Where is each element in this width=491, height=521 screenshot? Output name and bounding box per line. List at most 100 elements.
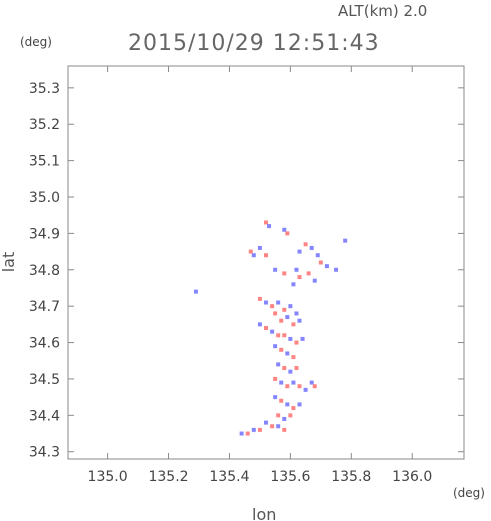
- data-point: [318, 260, 323, 265]
- y-tick-label: 35.0: [29, 190, 60, 206]
- y-tick-label: 34.5: [29, 372, 60, 388]
- data-point: [257, 427, 262, 432]
- data-point: [282, 366, 287, 371]
- data-point: [315, 253, 320, 258]
- data-point: [245, 431, 250, 436]
- data-point: [264, 220, 268, 225]
- data-point: [285, 315, 290, 320]
- ticks-layer: 135.0 135.2 135.4 135.6 135.8 136.0 34.3 34.4 34…: [29, 66, 464, 485]
- y-tick-label: 34.6: [29, 336, 60, 352]
- data-point: [309, 380, 314, 385]
- y-tick-label: 34.4: [29, 408, 60, 424]
- data-point: [267, 224, 272, 229]
- data-point: [239, 431, 244, 436]
- y-tick-label: 35.1: [29, 154, 60, 170]
- data-point: [312, 384, 317, 389]
- y-tick-label: 35.3: [29, 81, 60, 97]
- y-tick-label: 34.8: [29, 263, 60, 279]
- data-point: [193, 289, 198, 294]
- chart-title: 2015/10/29 12:51:43: [128, 31, 380, 56]
- data-point: [309, 245, 314, 250]
- y-tick-label: 34.3: [29, 445, 60, 461]
- points-layer: [193, 220, 348, 436]
- y-axis-label: lat: [0, 252, 18, 273]
- y-tick-label: 34.7: [29, 299, 60, 315]
- data-point: [273, 311, 278, 316]
- data-point: [279, 398, 284, 403]
- data-point: [291, 282, 296, 287]
- x-tick-label: 135.2: [148, 469, 188, 485]
- data-point: [276, 362, 281, 367]
- data-point: [285, 351, 290, 356]
- data-point: [282, 307, 287, 312]
- data-point: [291, 380, 296, 385]
- x-tick-label: 135.8: [331, 469, 371, 485]
- data-point: [276, 300, 281, 305]
- data-point: [288, 336, 293, 341]
- data-point: [279, 318, 284, 323]
- data-point: [343, 238, 348, 243]
- data-point: [285, 384, 290, 389]
- data-point: [251, 427, 256, 432]
- data-point: [257, 245, 262, 250]
- data-point: [291, 355, 296, 360]
- data-point: [334, 267, 339, 272]
- x-tick-label: 135.4: [209, 469, 249, 485]
- data-point: [282, 416, 287, 421]
- data-point: [270, 424, 275, 429]
- data-point: [279, 380, 284, 385]
- data-point: [273, 376, 278, 381]
- data-point: [303, 387, 308, 392]
- data-point: [282, 271, 287, 276]
- data-point: [300, 336, 305, 341]
- data-point: [312, 278, 317, 283]
- data-point: [276, 413, 281, 418]
- data-point: [279, 347, 284, 352]
- data-point: [273, 344, 278, 349]
- data-point: [273, 395, 278, 400]
- data-point: [257, 296, 262, 301]
- data-point: [276, 333, 281, 338]
- data-point: [297, 384, 302, 389]
- x-tick-label: 135.0: [88, 469, 128, 485]
- data-point: [282, 333, 287, 338]
- data-point: [291, 406, 296, 411]
- data-point: [270, 329, 275, 334]
- data-point: [251, 253, 256, 258]
- data-point: [285, 402, 290, 407]
- data-point: [297, 249, 302, 254]
- data-point: [297, 275, 302, 280]
- y-tick-label: 34.9: [29, 226, 60, 242]
- data-point: [294, 340, 299, 345]
- data-point: [264, 253, 268, 258]
- x-unit-label: (deg): [453, 486, 485, 500]
- data-point: [270, 304, 275, 309]
- data-point: [294, 366, 299, 371]
- data-point: [248, 249, 253, 254]
- data-point: [264, 420, 268, 425]
- chart-subtitle: ALT(km) 2.0: [338, 2, 427, 20]
- data-point: [288, 369, 293, 374]
- data-point: [297, 402, 302, 407]
- data-point: [306, 271, 311, 276]
- plot-frame: [67, 65, 465, 460]
- y-tick-label: 35.2: [29, 117, 60, 133]
- data-point: [276, 424, 281, 429]
- data-point: [257, 322, 262, 327]
- data-point: [288, 413, 293, 418]
- data-point: [294, 311, 299, 316]
- data-point: [273, 267, 278, 272]
- data-point: [282, 227, 287, 232]
- x-axis-label: lon: [252, 505, 276, 521]
- data-point: [297, 318, 302, 323]
- data-point: [291, 322, 296, 327]
- y-unit-label: (deg): [20, 35, 52, 49]
- data-point: [282, 427, 287, 432]
- data-point: [264, 300, 268, 305]
- x-tick-label: 135.6: [270, 469, 310, 485]
- data-point: [288, 304, 293, 309]
- data-point: [285, 231, 290, 236]
- data-point: [294, 267, 299, 272]
- x-tick-label: 136.0: [392, 469, 432, 485]
